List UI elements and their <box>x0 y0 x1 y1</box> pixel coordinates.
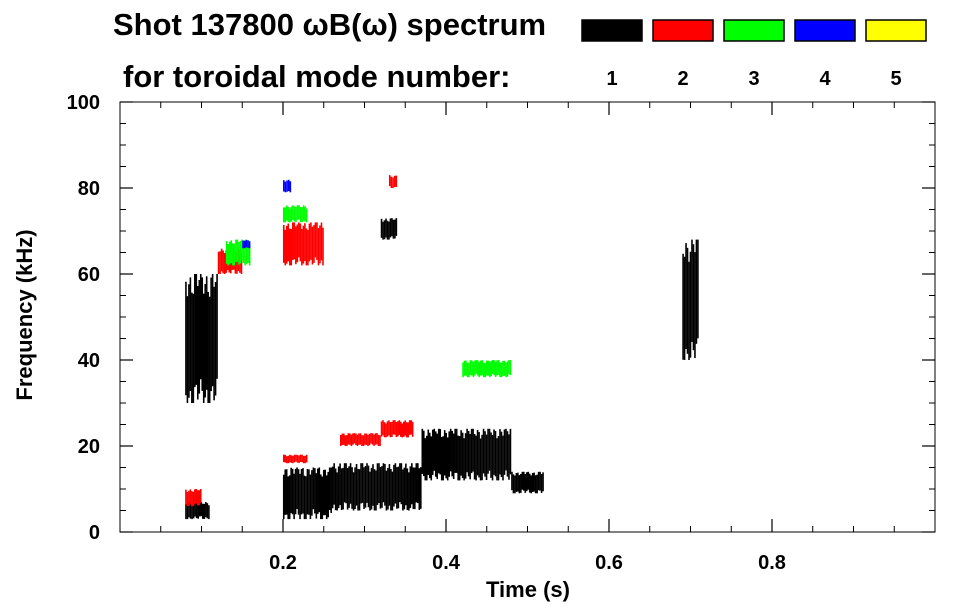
mode-1-region-6 <box>511 471 544 494</box>
legend-label-5: 5 <box>890 68 901 90</box>
y-tick-label: 80 <box>78 178 100 200</box>
mode-1-region-3 <box>282 467 332 520</box>
legend-label-2: 2 <box>677 68 688 90</box>
mode-3-region-3 <box>462 360 512 378</box>
mode-3-region-2 <box>282 205 308 223</box>
legend-swatch-3 <box>723 19 785 42</box>
mode-2-region-4 <box>380 420 414 438</box>
mode-1-region-1 <box>185 274 218 403</box>
y-tick-label: 0 <box>89 522 100 544</box>
mode-4-region-1 <box>283 179 292 193</box>
plot-frame <box>119 101 936 533</box>
series-mode-4 <box>242 179 292 249</box>
mode-2-region-3 <box>340 433 381 446</box>
x-tick-label: 0.4 <box>432 552 461 574</box>
legend-swatch-5 <box>865 19 927 42</box>
series-mode-1 <box>185 218 699 520</box>
mode-1-region-4 <box>331 463 422 511</box>
axes: 0.2 0.4 0.6 0.8 0 20 40 60 80 100 <box>67 92 936 574</box>
y-tick-label: 20 <box>78 436 100 458</box>
series-mode-2 <box>185 175 414 507</box>
chart-title: Shot 137800 ωB(ω) spectrum <box>113 7 546 42</box>
legend-label-1: 1 <box>606 68 617 90</box>
legend-swatch-4 <box>794 19 856 42</box>
legend-swatch-1 <box>581 19 643 42</box>
mode-3-region-1 <box>225 239 251 266</box>
series-mode-3 <box>225 205 512 378</box>
x-tick-label: 0.2 <box>269 552 297 574</box>
legend: 1 2 3 4 5 <box>581 19 927 90</box>
legend-swatch-2 <box>652 19 714 42</box>
mode-4-region-2 <box>242 239 251 249</box>
mode-2-region-7 <box>185 489 202 507</box>
spectrum-marks <box>185 175 699 520</box>
chart-subtitle: for toroidal mode number: <box>123 59 511 94</box>
legend-label-3: 3 <box>748 68 759 90</box>
x-tick-label: 0.8 <box>758 552 786 574</box>
mode-2-region-5 <box>282 454 308 464</box>
mode-1-region-2 <box>185 501 210 520</box>
mode-2-region-1 <box>282 222 324 266</box>
y-tick-label: 60 <box>78 264 100 286</box>
y-tick-label: 100 <box>67 92 100 114</box>
mode-1-region-7 <box>380 218 398 240</box>
mode-1-region-8 <box>682 239 699 360</box>
mode-2-region-6 <box>388 175 398 188</box>
legend-label-4: 4 <box>819 68 831 90</box>
mode-1-region-5 <box>421 428 512 481</box>
y-axis-label: Frequency (kHz) <box>12 229 37 400</box>
x-tick-label: 0.6 <box>595 552 623 574</box>
y-tick-label: 40 <box>78 350 100 372</box>
x-axis-label: Time (s) <box>486 577 570 602</box>
